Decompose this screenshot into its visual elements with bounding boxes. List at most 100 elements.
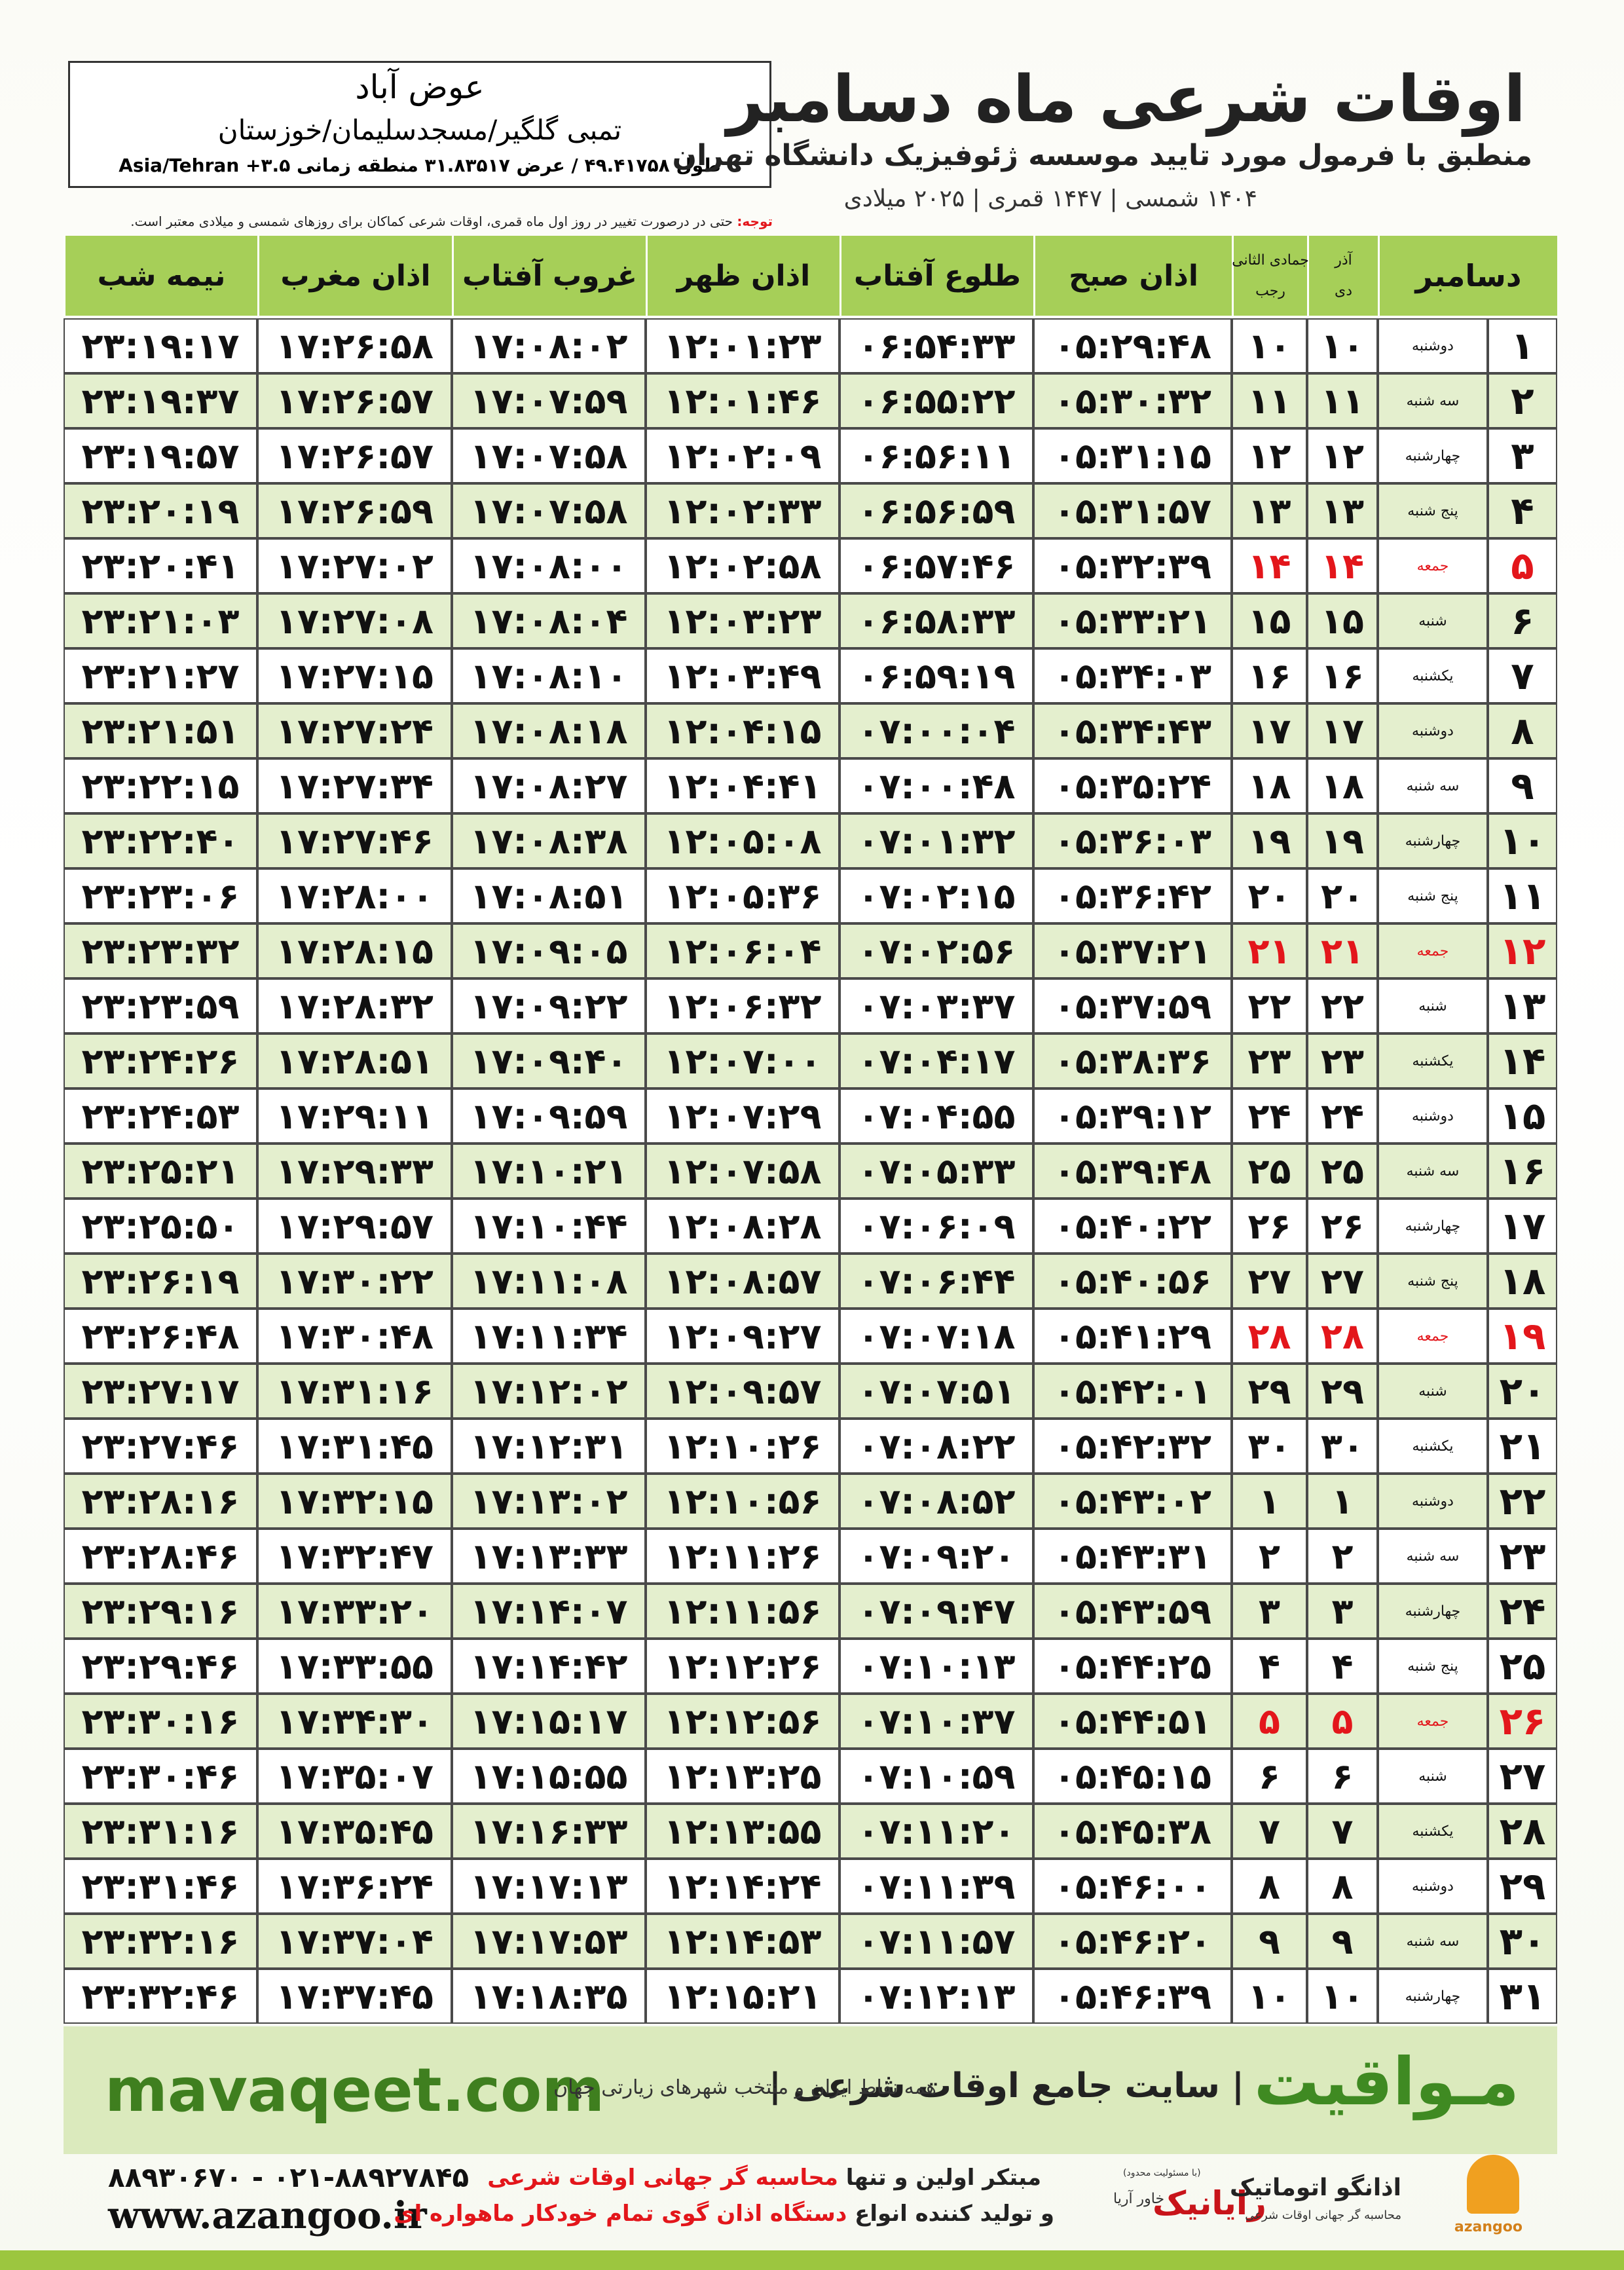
time-cell: ۲۳:۲۲:۱۵ — [64, 758, 257, 813]
date-cell: ۲ — [1307, 1529, 1378, 1584]
date-cell: یکشنبه — [1378, 1804, 1488, 1859]
date-cell: ۲۹ — [1232, 1364, 1307, 1419]
time-cell: ۲۳:۲۴:۵۳ — [64, 1088, 257, 1144]
date-cell: ۲ — [1488, 373, 1557, 428]
time-cell: ۰۵:۳۷:۲۱ — [1033, 923, 1232, 978]
date-cell: ۱۹ — [1488, 1309, 1557, 1364]
date-cell: ۲۱ — [1488, 1419, 1557, 1474]
date-cell: یکشنبه — [1378, 1033, 1488, 1088]
time-cell: ۰۷:۰۴:۵۵ — [840, 1088, 1033, 1144]
time-cell: ۱۲:۰۹:۲۷ — [646, 1309, 840, 1364]
date-cell: چهارشنبه — [1378, 1969, 1488, 2024]
time-cell: ۲۳:۲۸:۱۶ — [64, 1474, 257, 1529]
coverage: همه نقاط ایران و منتخب شهرهای زیارتی جها… — [553, 2076, 936, 2099]
time-cell: ۰۷:۰۰:۰۴ — [840, 703, 1033, 758]
time-cell: ۱۷:۰۸:۰۰ — [452, 538, 646, 593]
time-cell: ۱۷:۰۸:۳۸ — [452, 813, 646, 868]
date-cell: ۱۸ — [1307, 758, 1378, 813]
time-cell: ۱۷:۳۰:۲۲ — [257, 1254, 452, 1309]
date-cell: پنج شنبه — [1378, 483, 1488, 538]
time-cell: ۱۷:۳۲:۱۵ — [257, 1474, 452, 1529]
time-cell: ۲۳:۲۰:۴۱ — [64, 538, 257, 593]
date-cell: ۲۶ — [1307, 1199, 1378, 1254]
time-cell: ۱۷:۱۲:۰۲ — [452, 1364, 646, 1419]
date-cell: ۸ — [1232, 1859, 1307, 1914]
time-cell: ۲۳:۲۱:۲۷ — [64, 648, 257, 703]
date-cell: ۲۷ — [1307, 1254, 1378, 1309]
promo-text: مبتکر اولین و تنها — [845, 2165, 1041, 2191]
time-cell: ۰۵:۴۶:۰۰ — [1033, 1859, 1232, 1914]
time-cell: ۰۵:۳۱:۵۷ — [1033, 483, 1232, 538]
time-cell: ۰۷:۱۱:۲۰ — [840, 1804, 1033, 1859]
time-cell: ۱۷:۱۳:۰۲ — [452, 1474, 646, 1529]
time-cell: ۲۳:۲۸:۴۶ — [64, 1529, 257, 1584]
time-cell: ۰۵:۳۷:۵۹ — [1033, 978, 1232, 1033]
time-cell: ۱۷:۲۶:۵۸ — [257, 318, 452, 373]
date-cell: ۱۰ — [1307, 1969, 1378, 2024]
date-cell: ۱۵ — [1232, 593, 1307, 648]
date-cell: ۱۷ — [1232, 703, 1307, 758]
time-cell: ۱۲:۱۱:۲۶ — [646, 1529, 840, 1584]
time-cell: ۱۷:۱۳:۳۳ — [452, 1529, 646, 1584]
date-cell: جمعه — [1378, 1309, 1488, 1364]
time-cell: ۲۳:۳۱:۴۶ — [64, 1859, 257, 1914]
time-cell: ۰۵:۴۳:۳۱ — [1033, 1529, 1232, 1584]
date-cell: ۱۵ — [1307, 593, 1378, 648]
time-cell: ۰۵:۴۰:۵۶ — [1033, 1254, 1232, 1309]
date-cell: ۱۲ — [1307, 428, 1378, 483]
date-cell: ۲ — [1232, 1529, 1307, 1584]
time-cell: ۱۷:۰۸:۵۱ — [452, 868, 646, 923]
site-url: mavaqeet.com — [105, 2055, 605, 2125]
time-cell: ۰۶:۵۶:۱۱ — [840, 428, 1033, 483]
time-cell: ۲۳:۱۹:۵۷ — [64, 428, 257, 483]
time-cell: ۱۲:۱۳:۲۵ — [646, 1749, 840, 1804]
date-cell: ۱۵ — [1488, 1088, 1557, 1144]
time-cell: ۲۳:۲۶:۴۸ — [64, 1309, 257, 1364]
header-cell: اذان مغرب — [257, 236, 452, 316]
time-cell: ۱۷:۰۷:۵۸ — [452, 483, 646, 538]
date-cell: ۲۴ — [1232, 1088, 1307, 1144]
time-cell: ۰۷:۰۱:۳۲ — [840, 813, 1033, 868]
time-cell: ۱۲:۰۴:۴۱ — [646, 758, 840, 813]
time-cell: ۱۲:۰۹:۵۷ — [646, 1364, 840, 1419]
date-cell: ۲۴ — [1307, 1088, 1378, 1144]
date-cell: ۲۸ — [1488, 1804, 1557, 1859]
header-cell: غروب آفتاب — [452, 236, 646, 316]
header-cell: اذان ظهر — [646, 236, 840, 316]
time-cell: ۱۷:۳۰:۴۸ — [257, 1309, 452, 1364]
time-cell: ۲۳:۲۳:۵۹ — [64, 978, 257, 1033]
time-cell: ۱۲:۰۸:۵۷ — [646, 1254, 840, 1309]
time-cell: ۰۷:۰۹:۴۷ — [840, 1584, 1033, 1639]
date-cell: ۲۹ — [1488, 1859, 1557, 1914]
time-cell: ۰۵:۴۴:۲۵ — [1033, 1639, 1232, 1694]
date-cell: ۳۱ — [1488, 1969, 1557, 2024]
date-cell: ۱۳ — [1488, 978, 1557, 1033]
time-cell: ۰۵:۴۱:۲۹ — [1033, 1309, 1232, 1364]
promo-highlight: دستگاه اذان گوی تمام خودکار ماهواره ای — [394, 2201, 847, 2227]
date-cell: ۱۱ — [1307, 373, 1378, 428]
time-cell: ۲۳:۲۴:۲۶ — [64, 1033, 257, 1088]
time-cell: ۱۲:۰۲:۳۳ — [646, 483, 840, 538]
time-cell: ۱۲:۰۵:۰۸ — [646, 813, 840, 868]
time-cell: ۱۷:۲۸:۱۵ — [257, 923, 452, 978]
time-cell: ۲۳:۲۵:۵۰ — [64, 1199, 257, 1254]
date-cell: ۴ — [1232, 1639, 1307, 1694]
time-cell: ۰۷:۰۶:۰۹ — [840, 1199, 1033, 1254]
time-cell: ۰۷:۰۹:۲۰ — [840, 1529, 1033, 1584]
logo-latin: azangoo — [1454, 2219, 1522, 2235]
time-cell: ۰۷:۱۰:۳۷ — [840, 1694, 1033, 1749]
time-cell: ۱۷:۲۸:۵۱ — [257, 1033, 452, 1088]
time-cell: ۰۷:۱۲:۱۳ — [840, 1969, 1033, 2024]
date-cell: ۱۸ — [1488, 1254, 1557, 1309]
time-cell: ۰۵:۴۳:۰۲ — [1033, 1474, 1232, 1529]
time-cell: ۰۷:۰۲:۵۶ — [840, 923, 1033, 978]
time-cell: ۱۷:۲۶:۵۷ — [257, 428, 452, 483]
time-cell: ۰۵:۴۳:۵۹ — [1033, 1584, 1232, 1639]
time-cell: ۰۵:۳۶:۰۳ — [1033, 813, 1232, 868]
time-cell: ۱۷:۱۲:۳۱ — [452, 1419, 646, 1474]
time-cell: ۲۳:۳۲:۱۶ — [64, 1914, 257, 1969]
date-cell: ۱ — [1307, 1474, 1378, 1529]
time-cell: ۱۲:۰۱:۲۳ — [646, 318, 840, 373]
time-cell: ۱۷:۰۸:۲۷ — [452, 758, 646, 813]
time-cell: ۰۷:۰۶:۴۴ — [840, 1254, 1033, 1309]
